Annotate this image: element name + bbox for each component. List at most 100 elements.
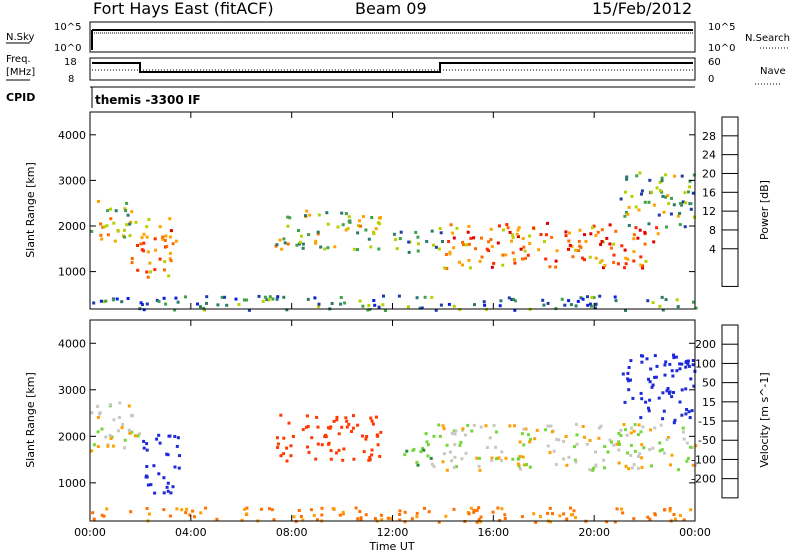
data-cell — [301, 428, 305, 432]
data-cell — [615, 507, 619, 511]
freq-label-1: Freq. — [6, 54, 31, 65]
data-cell — [503, 513, 507, 517]
data-cell — [635, 174, 639, 178]
data-cell — [517, 456, 521, 460]
data-cell — [549, 424, 553, 428]
data-cell — [674, 355, 678, 359]
data-cell — [691, 363, 695, 367]
x-tick-label: 08:00 — [276, 526, 308, 539]
data-cell — [434, 245, 438, 249]
data-cell — [97, 199, 100, 203]
data-cell — [452, 246, 456, 250]
data-cell — [500, 450, 504, 454]
data-cell — [344, 416, 348, 420]
data-cell — [376, 443, 380, 447]
data-cell — [309, 508, 313, 512]
data-cell — [123, 446, 126, 450]
power-frame — [89, 111, 696, 310]
data-cell — [352, 247, 356, 251]
data-cell — [655, 186, 659, 190]
data-cell — [453, 443, 457, 447]
data-cell — [514, 299, 517, 303]
data-cell — [403, 520, 407, 524]
data-cell — [617, 448, 621, 452]
data-cell — [499, 299, 503, 303]
data-cell — [307, 233, 311, 237]
data-cell — [245, 512, 249, 516]
data-cell — [111, 298, 115, 302]
data-cell — [467, 512, 471, 516]
data-cell — [448, 250, 452, 254]
data-cell — [605, 520, 609, 524]
data-cell — [295, 243, 299, 247]
data-cell — [658, 441, 662, 445]
data-cell — [316, 442, 320, 446]
data-cell — [632, 517, 636, 521]
data-cell — [689, 377, 693, 381]
data-cell — [600, 228, 604, 232]
data-cell — [663, 451, 666, 455]
nsearch-tick-low: 10^0 — [708, 43, 735, 54]
data-cell — [612, 443, 616, 447]
data-cell — [372, 299, 376, 302]
data-cell — [533, 437, 537, 441]
data-cell — [687, 364, 691, 368]
data-cell — [671, 374, 675, 378]
data-cell — [527, 433, 530, 437]
data-cell — [676, 305, 680, 309]
colorbar-tick-label: 15 — [702, 396, 716, 409]
data-cell — [478, 456, 481, 460]
data-cell — [653, 513, 657, 517]
data-cell — [640, 360, 644, 364]
data-cell — [336, 225, 340, 229]
data-cell — [678, 362, 682, 366]
data-cell — [467, 258, 471, 262]
data-cell — [166, 481, 170, 485]
data-cell — [680, 174, 684, 178]
data-cell — [352, 414, 355, 418]
data-cell — [600, 259, 604, 263]
data-cell — [453, 455, 457, 459]
data-cell — [442, 452, 446, 456]
data-cell — [617, 432, 621, 435]
data-cell — [672, 203, 676, 207]
data-cell — [639, 255, 643, 259]
data-cell — [171, 242, 175, 246]
data-cell — [623, 400, 627, 404]
data-cell — [631, 396, 635, 400]
data-cell — [263, 295, 267, 299]
data-cell — [276, 442, 280, 446]
data-cell — [420, 306, 424, 310]
data-cell — [472, 423, 476, 427]
data-cell — [196, 302, 199, 306]
data-cell — [661, 308, 665, 312]
data-cell — [548, 451, 552, 455]
data-cell — [169, 229, 173, 233]
data-cell — [104, 299, 108, 303]
data-cell — [276, 446, 280, 449]
data-cell — [660, 190, 664, 194]
data-cell — [199, 305, 202, 309]
data-cell — [643, 231, 647, 234]
data-cell — [613, 295, 617, 299]
data-cell — [315, 518, 319, 522]
data-cell — [546, 444, 550, 448]
data-cell — [105, 507, 109, 511]
data-cell — [112, 221, 116, 225]
data-cell — [675, 369, 679, 373]
data-cell — [569, 303, 573, 307]
data-cell — [245, 298, 248, 302]
data-cell — [546, 511, 550, 515]
data-cell — [161, 237, 164, 241]
data-cell — [660, 295, 664, 299]
y-tick-label: 3000 — [58, 174, 86, 187]
data-cell — [158, 441, 162, 445]
data-cell — [434, 308, 438, 312]
data-cell — [473, 303, 476, 307]
data-cell — [598, 260, 602, 264]
data-cell — [574, 516, 577, 520]
data-cell — [685, 408, 689, 411]
data-cell — [331, 507, 335, 510]
data-cell — [278, 238, 282, 242]
